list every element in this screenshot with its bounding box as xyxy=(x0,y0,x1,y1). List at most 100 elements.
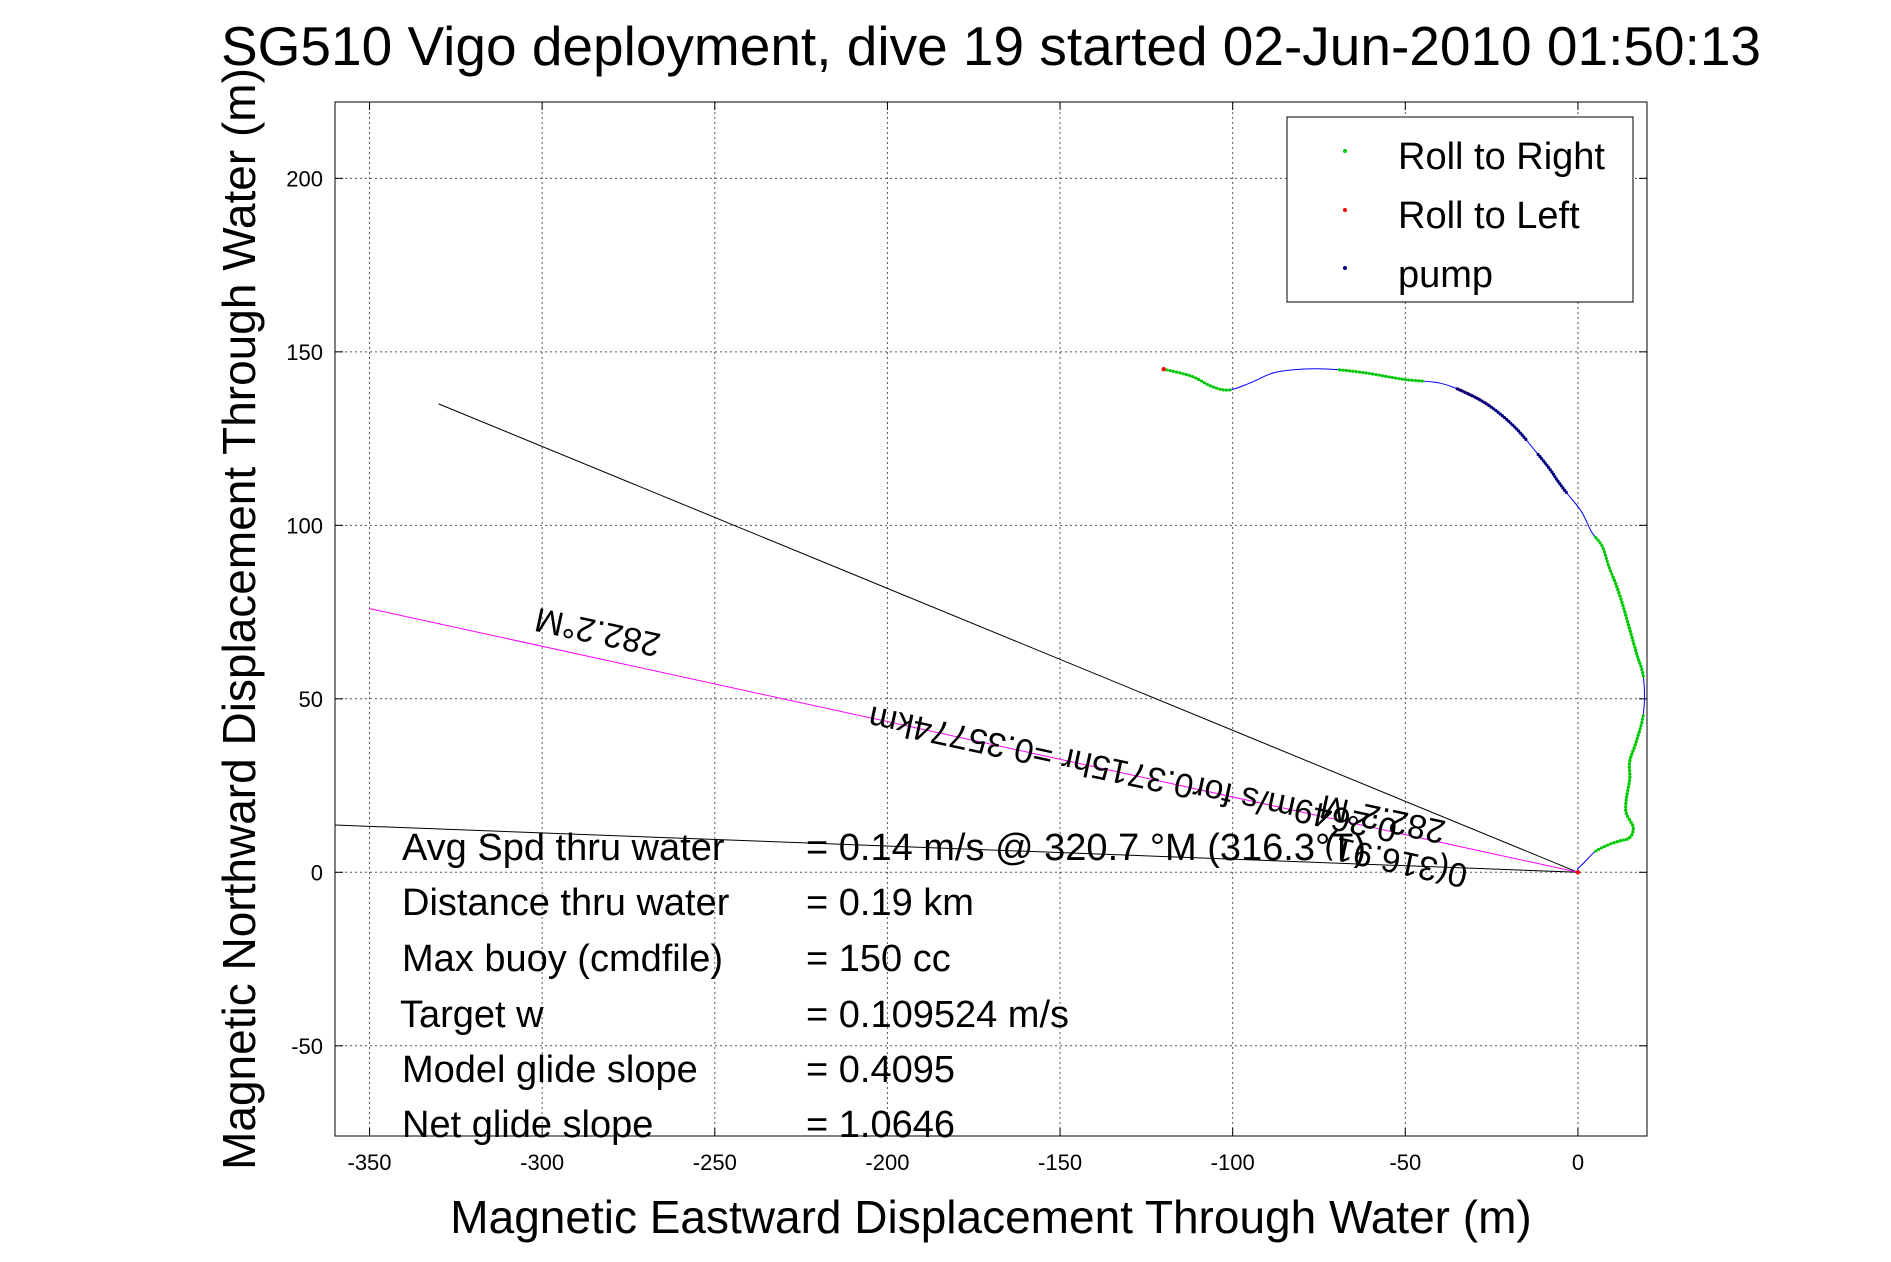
pump-marker xyxy=(1492,407,1496,411)
roll-right-marker xyxy=(1640,717,1645,721)
roll-right-marker xyxy=(1624,811,1628,816)
roll-right-marker xyxy=(1361,370,1365,375)
roll-right-marker xyxy=(1630,833,1634,837)
roll-right-marker xyxy=(1635,652,1639,656)
pump-marker xyxy=(1475,396,1479,400)
pump-marker xyxy=(1509,421,1513,425)
x-tick-label: -200 xyxy=(865,1150,909,1175)
roll-right-marker xyxy=(1611,575,1615,579)
pump-marker xyxy=(1524,437,1528,441)
x-tick-label: -250 xyxy=(693,1150,737,1175)
roll-right-marker xyxy=(1624,798,1628,802)
y-tick-label: 150 xyxy=(286,340,323,365)
stat-label: Max buoy (cmdfile) xyxy=(402,938,723,980)
stat-label: Target w xyxy=(400,994,544,1036)
stat-label: Model glide slope xyxy=(402,1049,698,1091)
roll-right-marker xyxy=(1641,671,1645,675)
roll-right-marker xyxy=(1610,572,1614,576)
roll-right-marker xyxy=(1635,736,1639,741)
roll-right-marker xyxy=(1640,667,1644,672)
roll-right-marker xyxy=(1377,373,1381,377)
roll-right-marker xyxy=(1627,626,1631,630)
roll-right-marker xyxy=(1632,642,1636,646)
pump-marker xyxy=(1507,419,1511,423)
roll-right-marker xyxy=(1624,613,1628,617)
roll-right-marker xyxy=(1630,635,1634,640)
y-axis-label: Magnetic Northward Displacement Through … xyxy=(213,68,265,1170)
roll-right-marker xyxy=(1633,743,1637,747)
roll-right-marker xyxy=(1417,379,1421,383)
roll-right-marker xyxy=(1187,373,1192,378)
roll-right-marker xyxy=(1616,588,1620,592)
roll-right-marker xyxy=(1371,372,1375,376)
track-start-marker xyxy=(1161,366,1166,372)
roll-right-marker xyxy=(1628,759,1632,763)
pump-marker xyxy=(1480,399,1484,403)
roll-right-marker xyxy=(1218,387,1222,391)
roll-right-marker xyxy=(1184,372,1188,377)
roll-right-marker xyxy=(1637,658,1641,662)
roll-right-marker xyxy=(1625,619,1630,624)
stat-value: = 0.109524 m/s xyxy=(806,994,1069,1036)
x-axis-label: Magnetic Eastward Displacement Through W… xyxy=(450,1191,1531,1243)
roll-right-marker xyxy=(1208,384,1213,388)
pump-marker xyxy=(1485,402,1489,406)
roll-right-marker xyxy=(1631,830,1635,834)
chart-title: SG510 Vigo deployment, dive 19 started 0… xyxy=(221,15,1761,77)
roll-right-marker xyxy=(1337,368,1342,372)
current-line xyxy=(335,824,1578,873)
pump-marker xyxy=(1498,412,1502,416)
y-tick-label: 0 xyxy=(311,860,323,885)
roll-right-marker xyxy=(1413,378,1418,383)
roll-right-marker xyxy=(1624,808,1628,812)
roll-right-marker xyxy=(1380,374,1385,378)
roll-right-marker xyxy=(1630,752,1634,756)
roll-right-marker xyxy=(1181,372,1185,376)
roll-right-marker xyxy=(1211,385,1216,389)
roll-right-marker xyxy=(1205,382,1210,387)
roll-right-marker xyxy=(1624,802,1628,806)
roll-right-marker xyxy=(1634,648,1638,653)
roll-right-marker xyxy=(1228,388,1232,392)
legend-marker-roll-right xyxy=(1343,149,1347,153)
roll-right-marker xyxy=(1625,792,1629,796)
roll-right-marker xyxy=(1403,378,1408,382)
pump-marker xyxy=(1487,404,1491,408)
x-tick-label: -350 xyxy=(348,1150,392,1175)
roll-right-marker xyxy=(1636,733,1640,737)
x-tick-label: 0 xyxy=(1572,1150,1584,1175)
roll-right-marker xyxy=(1357,370,1362,374)
roll-right-marker xyxy=(1624,795,1629,799)
roll-right-marker xyxy=(1636,655,1640,659)
legend-marker-roll-left xyxy=(1343,208,1347,212)
roll-right-marker xyxy=(1215,386,1219,390)
stats-block: Avg Spd thru water = 0.14 m/s @ 320.7 °M… xyxy=(400,827,1366,1146)
stat-value: = 0.14 m/s @ 320.7 °M (316.3°T) xyxy=(806,827,1366,869)
roll-right-marker xyxy=(1341,368,1345,372)
roll-right-marker xyxy=(1621,603,1625,608)
roll-right-marker xyxy=(1603,844,1607,849)
roll-right-marker xyxy=(1625,837,1629,841)
roll-right-marker xyxy=(1374,372,1378,377)
pump-marker xyxy=(1546,465,1551,470)
roll-right-marker xyxy=(1397,377,1401,381)
pump-marker xyxy=(1516,429,1521,433)
roll-right-marker xyxy=(1634,740,1638,744)
roll-right-marker xyxy=(1632,746,1636,750)
pump-marker xyxy=(1553,475,1557,479)
roll-right-marker xyxy=(1631,749,1635,753)
roll-right-marker xyxy=(1628,836,1632,840)
roll-right-marker xyxy=(1609,842,1613,846)
y-tick-labels: -50 0 50 100 150 200 xyxy=(286,166,323,1058)
pump-marker xyxy=(1455,387,1459,391)
heading-line xyxy=(438,403,1579,873)
pump-marker xyxy=(1556,479,1560,483)
track-end-marker xyxy=(1575,870,1581,875)
roll-right-marker xyxy=(1613,581,1618,585)
roll-right-marker xyxy=(1178,371,1182,375)
roll-right-marker xyxy=(1394,376,1398,380)
roll-right-marker xyxy=(1627,768,1632,773)
stat-value: = 0.19 km xyxy=(806,882,974,924)
roll-right-marker xyxy=(1594,849,1598,853)
